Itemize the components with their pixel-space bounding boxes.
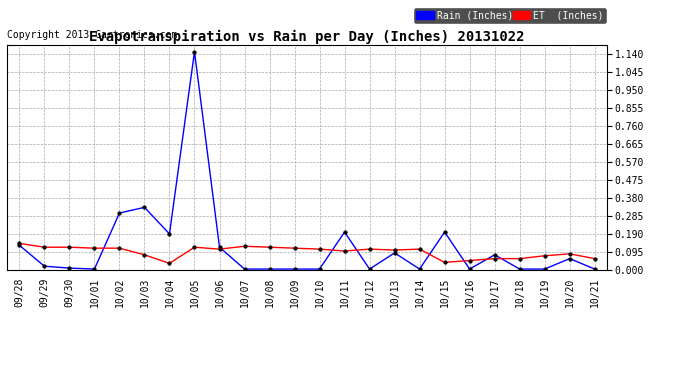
Title: Evapotranspiration vs Rain per Day (Inches) 20131022: Evapotranspiration vs Rain per Day (Inch… [89,30,525,44]
Text: Copyright 2013 Cartronics.com: Copyright 2013 Cartronics.com [7,30,177,40]
Legend: Rain (Inches), ET  (Inches): Rain (Inches), ET (Inches) [414,8,607,22]
